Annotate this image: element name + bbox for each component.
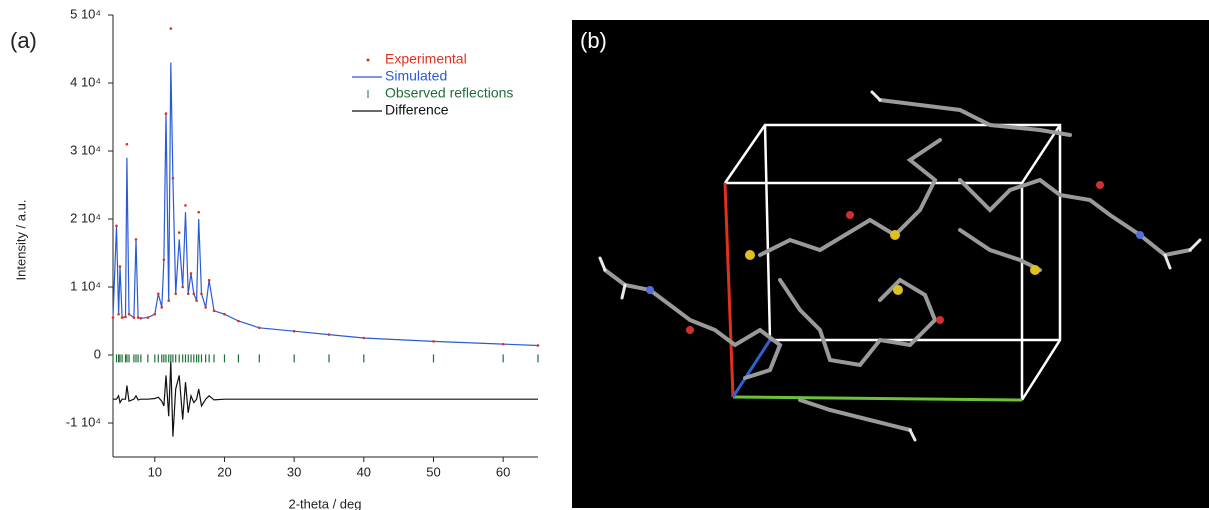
data-point bbox=[177, 231, 181, 234]
data-point bbox=[127, 312, 131, 316]
data-point bbox=[124, 315, 127, 319]
data-point bbox=[501, 342, 505, 346]
data-point bbox=[237, 319, 240, 323]
data-point bbox=[192, 292, 196, 296]
data-point bbox=[117, 312, 120, 316]
data-point bbox=[223, 312, 226, 316]
data-point bbox=[432, 340, 435, 343]
legend-label: Simulated bbox=[385, 68, 447, 84]
legend-symbol bbox=[366, 58, 370, 62]
cell-axis-a bbox=[723, 182, 735, 398]
data-point bbox=[174, 292, 178, 296]
x-tick-label: 30 bbox=[287, 464, 301, 479]
data-point bbox=[181, 285, 184, 289]
data-point bbox=[118, 265, 122, 268]
data-point bbox=[111, 316, 115, 319]
y-tick-label: 4 10⁴ bbox=[70, 74, 101, 89]
y-tick-label: 0 bbox=[94, 346, 101, 361]
data-point bbox=[186, 292, 190, 296]
y-tick-label: 3 10⁴ bbox=[70, 142, 101, 157]
data-point bbox=[189, 272, 193, 275]
y-tick-label: 1 10⁴ bbox=[70, 278, 101, 293]
data-point bbox=[536, 344, 540, 347]
x-tick-label: 20 bbox=[217, 464, 231, 479]
legend-label: Difference bbox=[385, 102, 449, 118]
data-point bbox=[134, 238, 138, 241]
data-point bbox=[156, 292, 160, 296]
data-point bbox=[139, 316, 143, 320]
data-point bbox=[200, 292, 203, 296]
data-point bbox=[162, 258, 166, 262]
y-axis-label: Intensity / a.u. bbox=[13, 200, 28, 281]
x-tick-label: 10 bbox=[148, 464, 162, 479]
legend-label: Experimental bbox=[385, 51, 467, 67]
data-point bbox=[207, 278, 211, 282]
data-point bbox=[171, 176, 175, 180]
data-point bbox=[115, 224, 118, 228]
data-point bbox=[136, 316, 140, 319]
data-point bbox=[125, 142, 129, 146]
y-tick-label: -1 10⁴ bbox=[66, 414, 101, 429]
data-point bbox=[167, 299, 171, 302]
structure-background bbox=[572, 20, 1209, 508]
series-line bbox=[113, 361, 538, 437]
x-tick-label: 50 bbox=[426, 464, 440, 479]
y-tick-label: 2 10⁴ bbox=[70, 210, 101, 225]
molecules bbox=[598, 90, 1202, 442]
legend-label: Observed reflections bbox=[385, 85, 513, 101]
data-point bbox=[258, 326, 261, 330]
structure-panel: (b) bbox=[572, 20, 1209, 508]
data-point bbox=[195, 299, 198, 302]
data-point bbox=[197, 210, 200, 214]
data-point bbox=[362, 336, 366, 340]
panel-label: (b) bbox=[580, 28, 607, 53]
data-point bbox=[204, 306, 207, 309]
data-point bbox=[327, 333, 331, 336]
data-point bbox=[153, 312, 157, 316]
cell-axis-c bbox=[731, 339, 772, 398]
x-tick-label: 60 bbox=[496, 464, 510, 479]
data-point bbox=[132, 316, 136, 319]
data-point bbox=[164, 112, 168, 115]
data-point bbox=[184, 204, 187, 207]
data-point bbox=[146, 316, 150, 319]
series-line bbox=[112, 62, 539, 347]
data-point bbox=[292, 329, 296, 333]
x-axis-label: 2-theta / deg bbox=[289, 496, 362, 510]
data-point bbox=[212, 309, 216, 313]
y-tick-label: 5 10⁴ bbox=[70, 6, 101, 21]
panel-label: (a) bbox=[10, 28, 37, 53]
x-tick-label: 40 bbox=[357, 464, 371, 479]
cell-axis-b bbox=[732, 395, 1023, 402]
data-point bbox=[169, 27, 173, 30]
data-point bbox=[160, 306, 164, 309]
data-point bbox=[120, 316, 124, 319]
